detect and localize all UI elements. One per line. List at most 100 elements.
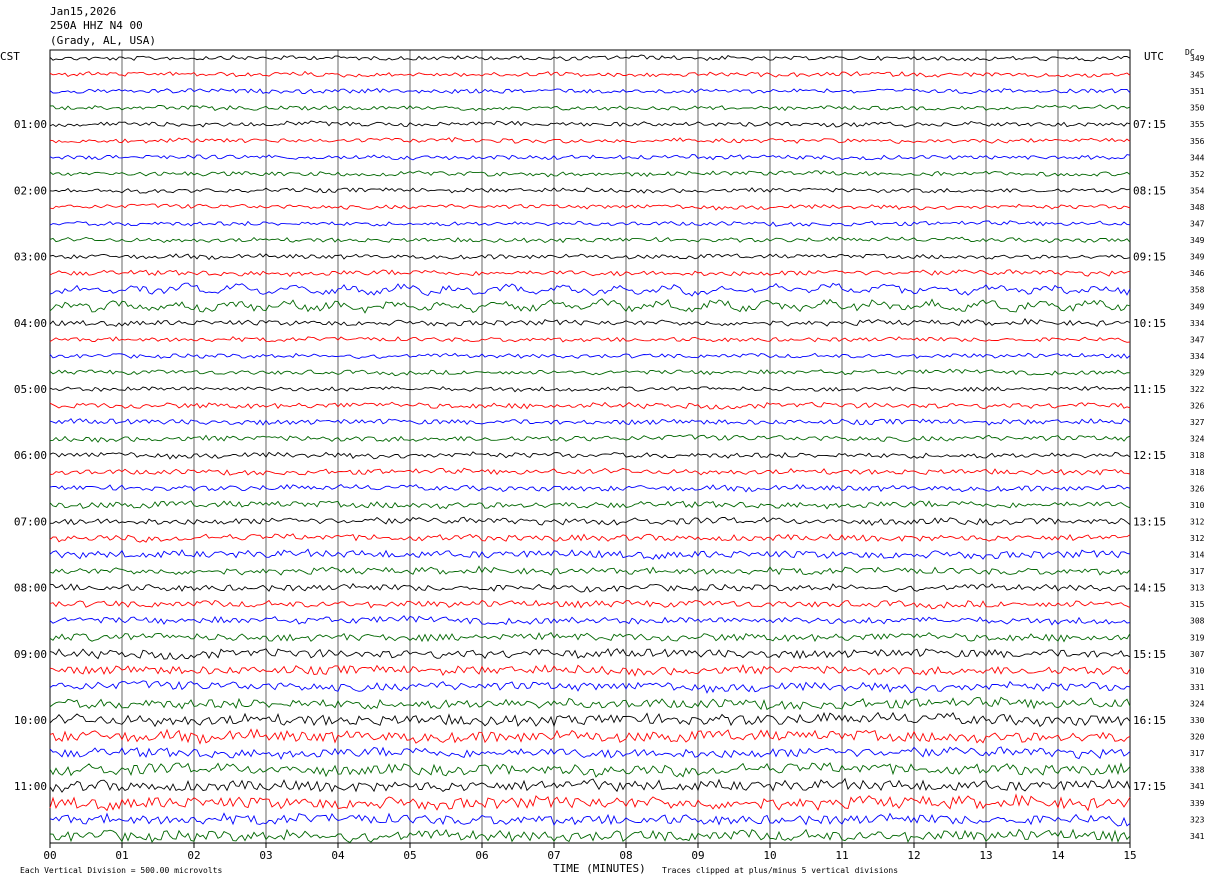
x-tick-label: 14 (1051, 849, 1065, 862)
right-hour-label: 08:15 (1133, 184, 1166, 197)
left-hour-label: 02:00 (14, 184, 47, 197)
trace-line (49, 236, 1131, 244)
left-hour-label: 05:00 (14, 383, 47, 396)
dc-offset-value: 338 (1190, 766, 1205, 775)
dc-offset-value: 319 (1190, 633, 1205, 642)
trace-line (49, 728, 1131, 745)
trace-line (49, 88, 1131, 95)
x-tick-label: 08 (619, 849, 632, 862)
dc-offset-value: 358 (1190, 286, 1205, 295)
dc-offset-value: 347 (1190, 335, 1205, 344)
left-hour-label: 11:00 (14, 780, 47, 793)
trace-line (49, 154, 1131, 161)
right-hour-label: 17:15 (1133, 780, 1166, 793)
dc-offset-value: 329 (1190, 368, 1205, 377)
trace-line (49, 318, 1131, 327)
trace-line (49, 777, 1131, 793)
dc-offset-value: 355 (1190, 120, 1205, 129)
dc-offset-value: 310 (1190, 501, 1205, 510)
left-timezone-label: CST (0, 50, 20, 63)
trace-line (50, 516, 1131, 527)
trace-line (49, 104, 1131, 112)
trace-line (49, 500, 1131, 510)
dc-offset-value: 348 (1190, 203, 1205, 212)
left-hour-label: 06:00 (14, 449, 47, 462)
trace-line (49, 434, 1131, 443)
dc-offset-value: 323 (1190, 815, 1205, 824)
trace-line (49, 648, 1131, 661)
dc-offset-value: 334 (1190, 352, 1205, 361)
trace-line (49, 70, 1131, 78)
dc-offset-value: 347 (1190, 220, 1205, 229)
left-hour-label: 07:00 (14, 515, 47, 528)
trace-line (49, 401, 1131, 410)
dc-offset-value: 312 (1190, 534, 1205, 543)
trace-line (49, 220, 1131, 227)
right-hour-label: 13:15 (1133, 515, 1166, 528)
dc-offset-value: 350 (1190, 104, 1205, 113)
trace-line (49, 467, 1131, 476)
trace-line (49, 451, 1131, 460)
trace-line (49, 298, 1131, 314)
trace-line (49, 583, 1131, 593)
trace-line (49, 793, 1131, 812)
dc-offset-value: 349 (1190, 302, 1205, 311)
dc-offset-value: 318 (1190, 451, 1205, 460)
trace-line (49, 615, 1131, 626)
trace-line (49, 336, 1131, 343)
dc-offset-value: 307 (1190, 650, 1205, 659)
trace-line (49, 711, 1131, 728)
dc-offset-value: 334 (1190, 319, 1205, 328)
x-tick-label: 12 (907, 849, 920, 862)
trace-line (49, 664, 1131, 677)
right-hour-label: 07:15 (1133, 118, 1166, 131)
x-tick-label: 03 (259, 849, 272, 862)
left-hour-label: 04:00 (14, 317, 47, 330)
dc-offset-value: 351 (1190, 87, 1205, 96)
dc-offset-value: 324 (1190, 699, 1205, 708)
x-tick-label: 06 (475, 849, 488, 862)
dc-offset-value: 314 (1190, 551, 1205, 560)
dc-offset-value: 356 (1190, 137, 1205, 146)
dc-offset-value: 344 (1190, 153, 1205, 162)
header-date: Jan15,2026 (50, 5, 117, 18)
dc-offset-value: 322 (1190, 385, 1205, 394)
left-hour-label: 10:00 (14, 714, 47, 727)
trace-line (49, 746, 1131, 760)
trace-line (49, 170, 1131, 178)
clip-note: Traces clipped at plus/minus 5 vertical … (662, 866, 899, 875)
scale-note: Each Vertical Division = 500.00 microvol… (20, 866, 223, 875)
left-hour-label: 09:00 (14, 648, 47, 661)
trace-line (49, 269, 1131, 278)
dc-offset-value: 315 (1190, 600, 1205, 609)
trace-line (49, 533, 1131, 543)
dc-offset-value: 308 (1190, 617, 1205, 626)
trace-line (49, 632, 1131, 643)
dc-offset-value: 349 (1190, 236, 1205, 245)
x-tick-label: 11 (835, 849, 848, 862)
trace-line (49, 385, 1131, 393)
trace-line (49, 54, 1131, 62)
dc-offset-value: 349 (1190, 253, 1205, 262)
dc-offset-value: 310 (1190, 666, 1205, 675)
dc-offset-value: 313 (1190, 584, 1205, 593)
dc-offset-value: 324 (1190, 435, 1205, 444)
dc-offset-value: 341 (1190, 832, 1205, 841)
right-timezone-label: UTC (1144, 50, 1164, 63)
trace-line (49, 253, 1131, 261)
dc-offset-header: DC (1185, 48, 1195, 57)
x-tick-label: 04 (331, 849, 345, 862)
trace-line (49, 812, 1131, 827)
dc-offset-value: 349 (1190, 54, 1205, 63)
x-tick-label: 07 (547, 849, 560, 862)
right-hour-label: 14:15 (1133, 582, 1166, 595)
dc-offset-value: 352 (1190, 170, 1205, 179)
trace-line (49, 484, 1131, 493)
dc-offset-value: 326 (1190, 402, 1205, 411)
x-tick-label: 15 (1123, 849, 1136, 862)
x-tick-label: 02 (187, 849, 200, 862)
dc-offset-value: 330 (1190, 716, 1205, 725)
trace-line (49, 187, 1131, 194)
trace-line (49, 203, 1131, 211)
